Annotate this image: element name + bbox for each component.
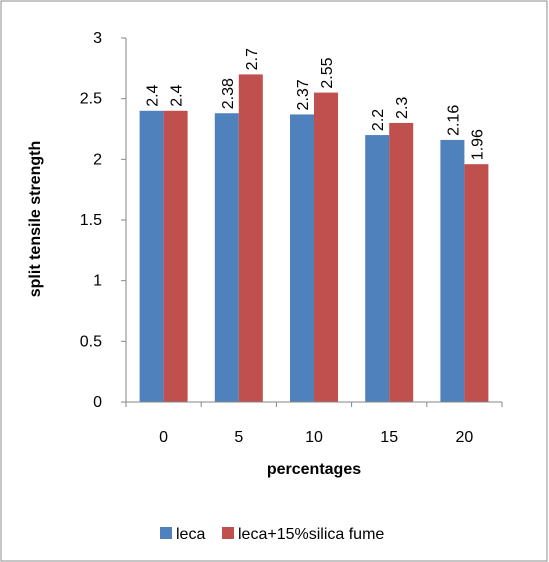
x-tick-label-3: 15 [380,429,398,446]
x-tick-label-0: 0 [159,429,168,446]
data-label-1-2: 2.55 [319,57,336,88]
y-tick-label-4: 2 [93,151,102,168]
bar-1-0 [163,110,188,403]
x-tick-label-2: 10 [305,429,323,446]
data-label-0-0: 2.4 [145,84,162,106]
data-label-0-1: 2.38 [220,78,237,109]
y-tick-label-6: 3 [93,30,102,47]
y-tick-label-0: 0 [93,394,102,411]
y-tick-label-3: 1.5 [80,212,102,229]
axes-layer: 0 0.5 1 1.5 2 2.5 3 0 5 10 15 20 [80,30,503,446]
data-label-1-4: 1.96 [469,129,486,160]
data-label-1-0: 2.4 [169,84,186,106]
y-tick-label-5: 2.5 [80,91,102,108]
x-tick-label-4: 20 [456,429,474,446]
bar-0-1 [214,113,239,402]
bar-1-3 [389,122,414,402]
bar-0-4 [440,139,465,403]
legend-item-1: leca+15%silica fume [222,526,384,543]
data-labels-layer: 2.4 2.38 2.37 2.2 2.16 2.4 2.7 2.55 2.3 1.96 [145,48,487,160]
data-label-0-2: 2.37 [295,79,312,110]
data-label-0-4: 2.16 [445,105,462,136]
legend-item-0: leca [160,526,205,543]
x-axis-title: percentages [267,461,361,478]
legend-label-0: leca [176,526,205,543]
legend-swatch-1 [222,527,234,539]
bar-0-0 [139,110,164,403]
legend-label-1: leca+15%silica fume [238,526,384,543]
bar-1-2 [314,92,338,402]
data-label-1-1: 2.7 [244,48,261,70]
bar-1-1 [238,74,263,403]
y-tick-label-2: 1 [93,273,102,290]
legend: leca leca+15%silica fume [160,526,384,543]
bar-0-3 [365,135,390,403]
bar-0-2 [290,114,314,402]
data-label-1-3: 2.3 [394,97,411,119]
y-tick-label-1: 0.5 [80,333,102,350]
bar-1-4 [464,164,489,402]
bars-layer [139,74,489,403]
y-axis-title: split tensile strength [27,141,44,297]
legend-swatch-0 [160,527,172,539]
data-label-0-3: 2.2 [370,109,387,131]
x-tick-label-1: 5 [234,429,243,446]
